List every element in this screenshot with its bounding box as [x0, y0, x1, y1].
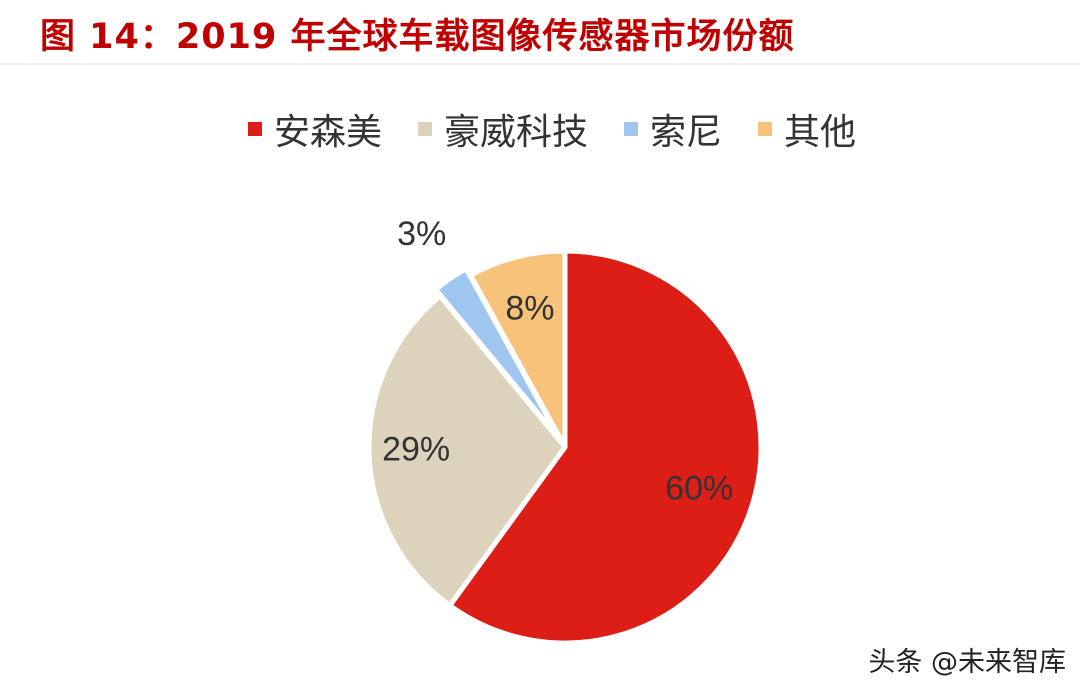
legend-swatch-omnivision — [418, 122, 433, 136]
legend-label-others: 其他 — [784, 112, 857, 153]
pie-slices — [366, 248, 764, 646]
pie-slice-onsemi — [447, 248, 764, 646]
data-label-onsemi: 60% — [665, 470, 733, 508]
legend-item-others: 其他 — [758, 103, 856, 155]
title-divider — [0, 63, 1080, 65]
pie-slice-sony — [433, 266, 564, 443]
data-label-omnivision: 29% — [382, 431, 450, 469]
pie-slice-others — [468, 248, 568, 450]
watermark-text: 头条 @未来智库 — [868, 647, 1066, 678]
legend-swatch-onsemi — [248, 122, 262, 136]
legend-swatch-sony — [624, 122, 639, 136]
legend-label-sony: 索尼 — [650, 112, 723, 153]
legend-swatch-others — [758, 122, 773, 136]
chart-legend: 安森美 豪威科技 索尼 其他 — [248, 104, 892, 154]
pie-slice-omnivision — [366, 293, 568, 609]
chart-title: 图 14：2019 年全球车载图像传感器市场份额 — [40, 17, 795, 57]
watermark: 头条 @未来智库 — [868, 640, 1066, 679]
legend-label-onsemi: 安森美 — [274, 112, 383, 153]
legend-item-omnivision: 豪威科技 — [418, 103, 588, 155]
data-label-sony: 3% — [397, 215, 446, 253]
legend-label-omnivision: 豪威科技 — [444, 112, 589, 153]
data-label-others: 8% — [505, 289, 554, 327]
legend-item-onsemi: 安森美 — [248, 103, 382, 155]
pie-data-labels: 60% 29% 3% 8% — [382, 215, 733, 507]
legend-item-sony: 索尼 — [624, 103, 722, 155]
